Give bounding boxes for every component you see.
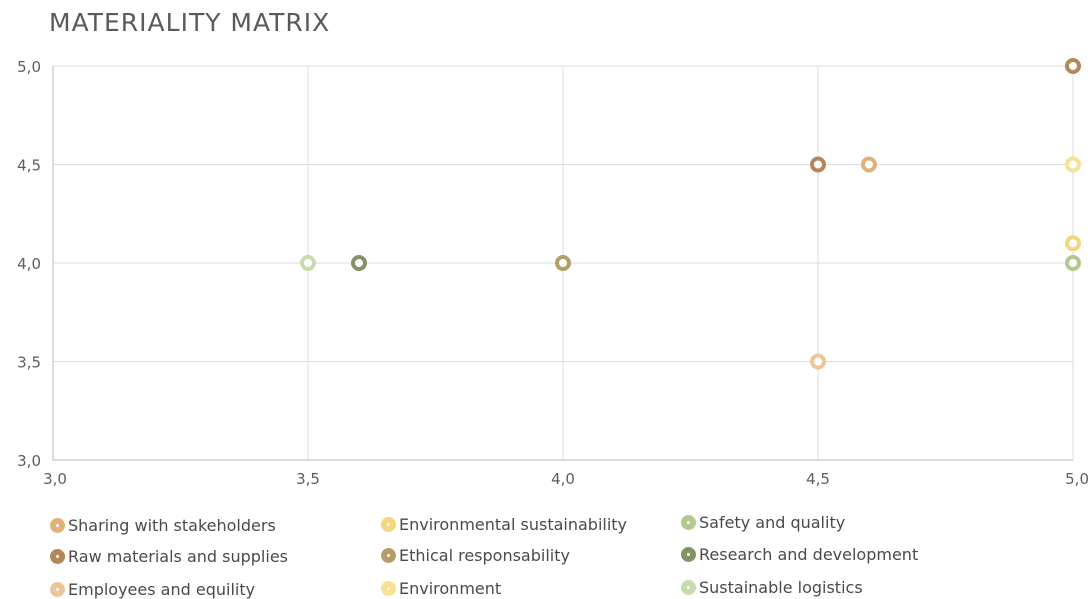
legend-item[interactable]: Research and development [681,545,918,564]
legend-item[interactable]: Sustainable logistics [681,578,863,597]
legend-item[interactable]: Raw materials and supplies [50,547,288,566]
legend-label: Ethical responsability [399,546,570,565]
data-point [555,255,571,271]
legend-item[interactable]: Environment [381,579,501,598]
legend-label: Environment [399,579,502,598]
legend-label: Sustainable logistics [699,578,863,597]
legend-label: Safety and quality [699,513,846,532]
legend-item[interactable]: Sharing with stakeholders [50,516,276,535]
y-tick-label: 4,5 [17,157,41,175]
y-tick-label: 4,0 [17,255,41,273]
legend-label: Raw materials and supplies [68,547,288,566]
x-tick-label: 3,5 [296,470,320,488]
x-tick-label: 4,0 [551,470,575,488]
data-point [810,353,826,370]
legend-item[interactable]: Employees and equility [50,580,255,599]
legend-swatch [50,518,65,533]
legend-swatch [381,548,396,563]
legend-swatch [381,581,396,596]
legend-label: Research and development [699,545,919,564]
legend-swatch [381,517,396,532]
legend-label: Environmental sustainability [399,515,628,534]
legend-swatch [50,582,65,597]
data-point [1065,235,1081,252]
legend-label: Sharing with stakeholders [68,516,276,535]
data-points [300,58,1081,370]
tick-labels: 3,0 3,5 4,0 4,5 5,0 3,0 3,5 4,0 4,5 5,0 [17,58,1089,488]
data-point [1065,58,1081,74]
data-point [1065,255,1081,271]
legend-item[interactable]: Safety and quality [681,513,845,532]
legend-swatch [50,549,65,564]
legend: Sharing with stakeholders Environmental s… [50,512,1090,599]
legend-swatch [681,547,696,562]
data-point [1065,156,1081,173]
chart-title: MATERIALITY MATRIX [49,8,331,37]
data-point [351,255,367,271]
legend-item[interactable]: Ethical responsability [381,546,570,565]
data-point [810,156,826,173]
y-tick-label: 3,0 [17,452,41,470]
y-tick-label: 3,5 [17,354,41,372]
legend-item[interactable]: Environmental sustainability [381,515,627,534]
y-tick-label: 5,0 [17,58,41,76]
x-tick-label: 3,0 [43,470,67,488]
data-point [861,156,877,173]
x-tick-label: 5,0 [1065,470,1089,488]
legend-swatch [681,580,696,595]
legend-swatch [681,515,696,530]
x-tick-label: 4,5 [806,470,830,488]
legend-label: Employees and equility [68,580,256,599]
data-point [300,255,316,271]
